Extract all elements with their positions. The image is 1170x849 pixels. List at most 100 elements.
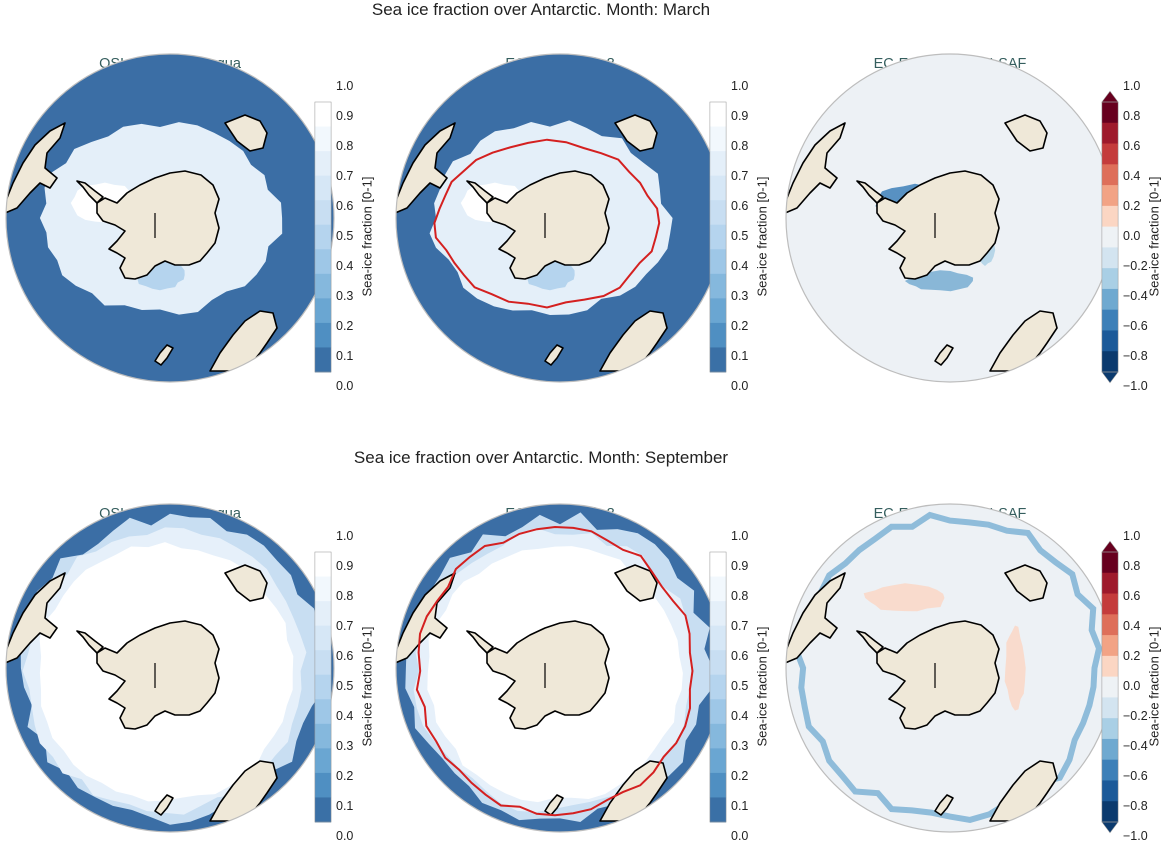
colorbar-tick-label: 0.8 xyxy=(336,139,354,153)
colorbar-tick-label: 0.8 xyxy=(1123,109,1141,123)
colorbar-tick-label: 0.9 xyxy=(336,559,354,573)
south-america xyxy=(786,122,846,214)
model-ice-edge-contour xyxy=(433,138,661,309)
colorbar-extend-min xyxy=(1101,371,1119,384)
colorbar-segment xyxy=(1101,738,1119,761)
colorbar-segment xyxy=(314,175,332,201)
model-ice-edge-contour xyxy=(415,525,694,817)
colorbar-tick-label: 0.4 xyxy=(1123,619,1141,633)
colorbar-segment xyxy=(1101,635,1119,657)
colorbar-label: Sea-ice fraction [0-1] xyxy=(359,176,375,297)
africa-tip xyxy=(1004,114,1048,152)
colorbar-segment xyxy=(709,797,727,823)
colorbar-segment xyxy=(314,601,332,627)
colorbar-tick-label: −1.0 xyxy=(1123,829,1148,843)
colorbar-frame xyxy=(709,551,727,823)
colorbar-tick-label: 0.2 xyxy=(1123,199,1141,213)
colorbar-segment xyxy=(314,224,332,250)
colorbar-segment xyxy=(1101,593,1119,615)
colorbar-tick-label: 0.6 xyxy=(731,199,749,213)
colorbar-segment xyxy=(1101,718,1119,740)
colorbar-tick-label: 0.0 xyxy=(336,829,354,843)
colorbar-tick-label: 0.4 xyxy=(336,259,354,273)
colorbar-segment xyxy=(1101,226,1119,248)
colorbar-tick-label: 0.7 xyxy=(336,619,354,633)
colorbar-segment xyxy=(709,748,727,774)
colorbar-segment xyxy=(709,552,727,577)
colorbar-tick-label: 0.8 xyxy=(731,139,749,153)
colorbar-extend-min xyxy=(1101,821,1119,834)
antarctica xyxy=(486,620,610,730)
colorbar-tick-label: 0.6 xyxy=(1123,589,1141,603)
antarctic-peninsula xyxy=(76,630,104,654)
colorbar-tick-label: 0.8 xyxy=(336,589,354,603)
colorbar-segment xyxy=(314,249,332,275)
colorbar-tick-label: 0.9 xyxy=(731,559,749,573)
colorbar-extend-max xyxy=(1101,540,1119,553)
colorbar-segment xyxy=(314,298,332,324)
colorbar-segment xyxy=(709,650,727,676)
colorbar-tick-label: 0.1 xyxy=(731,799,749,813)
colorbar-segment xyxy=(709,126,727,152)
colorbar-tick-label: 0.5 xyxy=(731,229,749,243)
colorbar-segment xyxy=(1101,801,1119,823)
antarctic-map-september-3 xyxy=(785,503,1115,833)
new-zealand xyxy=(154,344,174,366)
colorbar-segment xyxy=(1101,572,1119,594)
colorbar-segment xyxy=(1101,288,1119,311)
colorbar-tick-label: 0.2 xyxy=(336,769,354,783)
colorbar-difference xyxy=(1101,540,1119,834)
colorbar-tick-label: 1.0 xyxy=(731,79,749,93)
colorbar-segment xyxy=(314,151,332,177)
colorbar-tick-label: 0.7 xyxy=(336,169,354,183)
colorbar-segment xyxy=(709,273,727,299)
colorbar-segment xyxy=(1101,697,1119,719)
new-zealand xyxy=(934,794,954,816)
map-border xyxy=(5,53,335,383)
antarctic-map-september-1 xyxy=(5,503,335,833)
colorbar-segment xyxy=(314,772,332,798)
colorbar-tick-label: −0.6 xyxy=(1123,319,1148,333)
colorbar-tick-label: 0.2 xyxy=(731,319,749,333)
colorbar-fraction xyxy=(314,101,332,373)
colorbar-tick-label: 0.6 xyxy=(336,199,354,213)
colorbar-segment xyxy=(314,102,332,127)
colorbar-tick-label: 0.4 xyxy=(731,709,749,723)
colorbar-frame xyxy=(314,101,332,373)
new-zealand xyxy=(154,794,174,816)
africa-tip xyxy=(1004,564,1048,602)
colorbar-segment xyxy=(314,797,332,823)
colorbar-tick-label: −0.4 xyxy=(1123,289,1148,303)
colorbar-segment xyxy=(709,224,727,250)
colorbar-segment xyxy=(314,699,332,725)
colorbar-tick-label: 0.2 xyxy=(336,319,354,333)
colorbar-tick-label: 0.7 xyxy=(731,169,749,183)
antarctic-map-september-2 xyxy=(395,503,725,833)
south-america xyxy=(786,572,846,664)
africa-tip xyxy=(614,564,658,602)
colorbar-tick-label: 0.3 xyxy=(731,739,749,753)
colorbar-tick-label: 1.0 xyxy=(336,79,354,93)
colorbar-segment xyxy=(709,674,727,700)
colorbar-segment xyxy=(1101,780,1119,802)
colorbar-tick-label: 0.8 xyxy=(1123,559,1141,573)
colorbar-label: Sea-ice fraction [0-1] xyxy=(754,176,770,297)
antarctic-peninsula xyxy=(856,180,884,204)
map-border xyxy=(5,503,335,833)
colorbar-tick-label: 0.8 xyxy=(731,589,749,603)
antarctica xyxy=(96,170,220,280)
colorbar-tick-label: 0.6 xyxy=(731,649,749,663)
colorbar-segment xyxy=(314,322,332,348)
colorbar-segment xyxy=(314,576,332,602)
colorbar-label: Sea-ice fraction [0-1] xyxy=(1146,626,1162,747)
colorbar-tick-label: 0.2 xyxy=(1123,649,1141,663)
colorbar-segment xyxy=(314,200,332,226)
colorbar-tick-label: −0.8 xyxy=(1123,799,1148,813)
colorbar-tick-label: 0.4 xyxy=(1123,169,1141,183)
colorbar-tick-label: 0.0 xyxy=(1123,679,1141,693)
antarctic-peninsula xyxy=(76,180,104,204)
colorbar-tick-label: 0.3 xyxy=(336,739,354,753)
anomaly-positive xyxy=(1004,625,1026,711)
colorbar-tick-label: 1.0 xyxy=(1123,79,1141,93)
colorbar-segment xyxy=(709,175,727,201)
